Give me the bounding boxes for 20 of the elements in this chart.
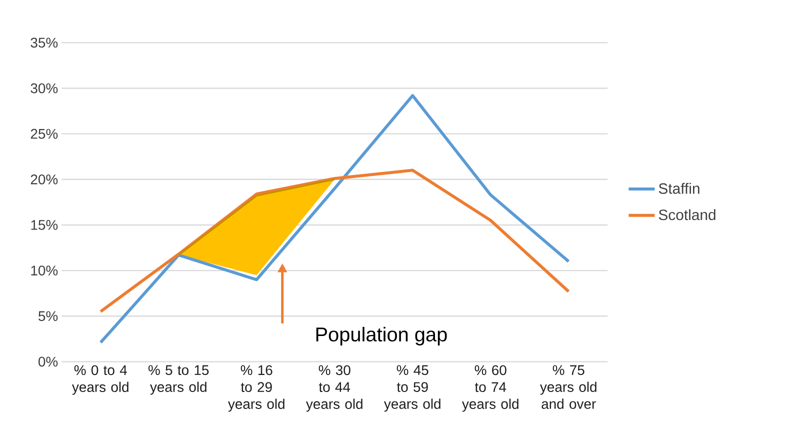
x-tick-label: % 30 to 44 years old <box>306 365 362 412</box>
y-tick-label: 0% <box>38 356 58 367</box>
x-tick-label: % 0 to 4 years old <box>72 365 128 395</box>
y-tick-label: 20% <box>30 174 58 184</box>
y-tick-label: 25% <box>30 128 58 139</box>
line-series <box>99 94 570 344</box>
x-tick-label: % 60 to 74 years old <box>462 365 518 412</box>
y-tick-label: 15% <box>31 220 58 230</box>
y-tick-label: 35% <box>30 38 58 48</box>
x-tick-label: % 45 to 59 years old <box>384 365 440 412</box>
x-tick-label: % 5 to 15 years old <box>148 365 209 395</box>
legend-label: Staffin <box>658 182 700 194</box>
annotation: Population gap <box>316 326 447 346</box>
x-tick-label: % 75 years old and over <box>540 365 596 409</box>
y-tick-label: 5% <box>38 311 58 322</box>
line-series <box>99 168 570 314</box>
x-tick-label: % 16 to 29 years old <box>228 365 284 412</box>
y-tick-label: 30% <box>30 83 58 94</box>
y-tick-label: 10% <box>31 266 58 276</box>
legend-label: Scotland <box>658 209 716 220</box>
